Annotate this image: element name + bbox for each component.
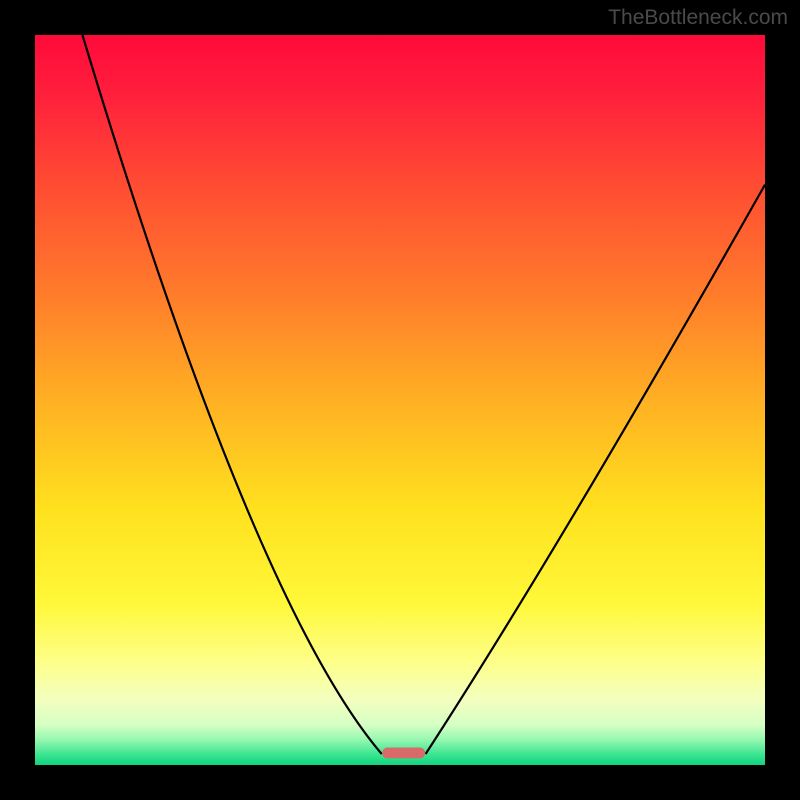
min-marker [382, 747, 425, 758]
chart-svg [0, 0, 800, 800]
bottleneck-chart: TheBottleneck.com [0, 0, 800, 800]
watermark-text: TheBottleneck.com [608, 6, 788, 30]
plot-background [35, 35, 765, 765]
